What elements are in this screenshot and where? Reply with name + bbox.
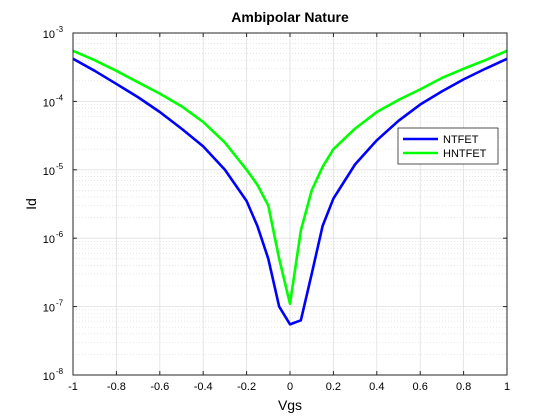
y-tick-label-base: 10 [43,29,55,41]
y-tick-label-base: 10 [43,234,55,246]
x-axis-label: Vgs [278,397,302,413]
y-tick-label-base: 10 [43,371,55,383]
x-tick-label: 0.4 [369,381,384,393]
y-tick-label-base: 10 [43,97,55,109]
x-tick-label: 0.2 [326,381,341,393]
plot-area: -1 -0.8 -0.6 -0.4 -0.2 0 0.2 0.4 0.6 0.8 110-810-7… [43,25,510,393]
x-tick-label: 0.8 [456,381,471,393]
legend: NTFET HNTFET [397,127,499,165]
y-axis-label: Id [23,198,39,210]
series-line-hntfet [72,49,508,306]
x-tick-label: -0.2 [237,381,256,393]
chart-title: Ambipolar Nature [231,9,349,25]
y-tick-label-exponent: -6 [56,230,64,239]
y-tick-label-exponent: -8 [56,367,64,376]
x-tick-label: 0 [287,381,293,393]
series-lines [72,49,508,326]
legend-box [397,127,499,165]
x-tick-label: 1 [504,381,510,393]
x-tick-label: -1 [68,381,78,393]
y-tick-label-exponent: -3 [56,25,64,34]
axis-ticks [72,32,508,376]
x-tick-label: -0.4 [194,381,213,393]
y-tick-label-exponent: -4 [56,93,64,102]
y-tick-label-base: 10 [43,303,55,315]
x-tick-label: -0.8 [107,381,126,393]
series-line-ntfet [72,57,508,326]
x-tick-label: -0.6 [150,381,169,393]
legend-label-hntfet: HNTFET [443,148,487,160]
tick-labels: -1 -0.8 -0.6 -0.4 -0.2 0 0.2 0.4 0.6 0.8 110-810-7… [43,25,510,393]
x-tick-label: 0.6 [413,381,428,393]
y-tick-label-exponent: -5 [56,162,64,171]
y-tick-label-base: 10 [43,166,55,178]
y-tick-label-exponent: -7 [56,299,64,308]
legend-label-ntfet: NTFET [443,134,479,146]
